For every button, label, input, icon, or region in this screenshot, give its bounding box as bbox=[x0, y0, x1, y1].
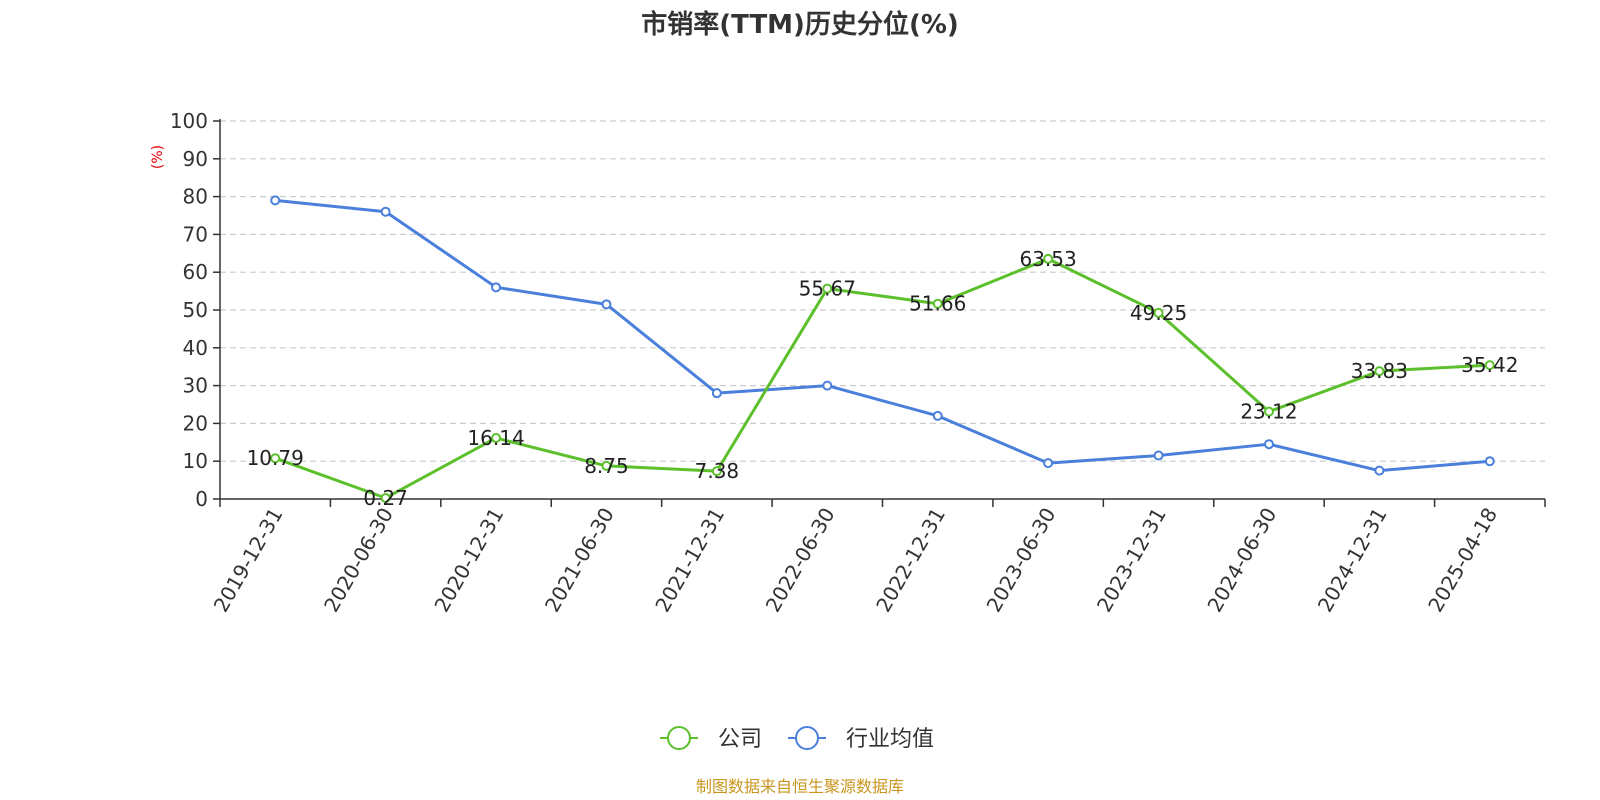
data-point bbox=[932, 410, 943, 421]
data-point bbox=[1484, 360, 1495, 371]
data-label: 7.38 bbox=[695, 459, 740, 483]
data-label: 8.75 bbox=[584, 454, 629, 478]
y-tick-label: 10 bbox=[183, 449, 208, 473]
data-label: 0.27 bbox=[363, 486, 408, 510]
data-point bbox=[601, 299, 612, 310]
series-points bbox=[270, 195, 1495, 503]
x-tick-label: 2022-12-31 bbox=[871, 503, 950, 616]
x-tick-label: 2021-06-30 bbox=[540, 504, 619, 617]
y-tick-label: 80 bbox=[183, 185, 208, 209]
series-lines bbox=[274, 198, 1490, 500]
x-axis-ticks: 2019-12-31 2020-06-30 2020-12-31 2021-06-30… bbox=[209, 499, 1546, 617]
x-tick-label: 2024-06-30 bbox=[1202, 504, 1281, 617]
data-point bbox=[601, 460, 612, 471]
data-label: 63.53 bbox=[1019, 247, 1076, 271]
data-label: 33.83 bbox=[1351, 359, 1408, 383]
data-point bbox=[491, 432, 502, 443]
legend-label: 行业均值 bbox=[846, 727, 934, 752]
data-point bbox=[491, 282, 502, 293]
y-tick-label: 60 bbox=[183, 260, 208, 284]
source-note: 制图数据来自恒生聚源数据库 bbox=[696, 777, 904, 796]
data-label: 23.12 bbox=[1240, 400, 1297, 424]
data-label: 35.42 bbox=[1461, 353, 1518, 377]
y-tick-label: 0 bbox=[195, 487, 208, 511]
x-tick-label: 2023-12-31 bbox=[1092, 504, 1171, 617]
data-label: 10.79 bbox=[247, 446, 304, 470]
legend-marker bbox=[667, 726, 691, 750]
data-label: 49.25 bbox=[1130, 301, 1187, 325]
legend-item-0: 公司 bbox=[660, 726, 762, 752]
legend-item-1: 行业均值 bbox=[788, 726, 934, 752]
x-tick-label: 2020-12-31 bbox=[429, 503, 508, 616]
data-point bbox=[1153, 450, 1164, 461]
x-tick-label: 2020-06-30 bbox=[319, 504, 398, 617]
y-axis-ticks: 0 10 20 30 40 50 60 70 80 90 100 bbox=[170, 109, 220, 511]
data-point bbox=[711, 466, 722, 477]
legend-marker bbox=[795, 726, 819, 750]
data-point bbox=[932, 298, 943, 309]
x-tick-label: 2022-06-30 bbox=[761, 504, 840, 617]
data-point bbox=[270, 195, 281, 206]
data-point bbox=[822, 283, 833, 294]
axes bbox=[219, 119, 1545, 500]
data-point bbox=[1263, 439, 1274, 450]
series-line-1 bbox=[275, 198, 1490, 473]
y-tick-label: 50 bbox=[183, 298, 208, 322]
data-label: 55.67 bbox=[799, 277, 856, 301]
data-point bbox=[1374, 465, 1385, 476]
y-tick-label: 20 bbox=[183, 411, 208, 435]
y-tick-label: 70 bbox=[183, 222, 208, 246]
y-tick-label: 90 bbox=[183, 147, 208, 171]
x-tick-label: 2019-12-31 bbox=[209, 504, 288, 617]
data-point bbox=[1043, 253, 1054, 264]
data-point bbox=[1153, 307, 1164, 318]
y-tick-label: 30 bbox=[183, 374, 208, 398]
legend: 公司 行业均值 bbox=[660, 726, 934, 752]
y-tick-label: 40 bbox=[183, 336, 208, 360]
data-point bbox=[380, 206, 391, 217]
x-tick-label: 2024-12-31 bbox=[1313, 504, 1392, 617]
data-point bbox=[380, 492, 391, 503]
data-point bbox=[1374, 366, 1385, 377]
data-point bbox=[1484, 456, 1495, 467]
x-tick-label: 2021-12-31 bbox=[650, 504, 729, 617]
data-point bbox=[1043, 458, 1054, 469]
x-tick-label: 2025-04-18 bbox=[1423, 504, 1502, 617]
data-point bbox=[822, 380, 833, 391]
data-point bbox=[270, 453, 281, 464]
data-labels: 10.79 0.27 16.14 8.75 7.38 55.67 51.66 63.53 49.… bbox=[247, 247, 1519, 510]
data-point bbox=[1263, 406, 1274, 417]
gridlines bbox=[220, 120, 1545, 462]
legend-label: 公司 bbox=[718, 727, 762, 752]
series-line-0 bbox=[274, 257, 1490, 500]
data-label: 16.14 bbox=[467, 426, 524, 450]
x-tick-label: 2023-06-30 bbox=[982, 504, 1061, 617]
chart-title: 市销率(TTM)历史分位(%) bbox=[641, 9, 959, 40]
y-axis-unit-label: (%) bbox=[150, 145, 166, 169]
data-label: 51.66 bbox=[909, 292, 966, 316]
y-tick-label: 100 bbox=[170, 109, 208, 133]
data-point bbox=[711, 388, 722, 399]
